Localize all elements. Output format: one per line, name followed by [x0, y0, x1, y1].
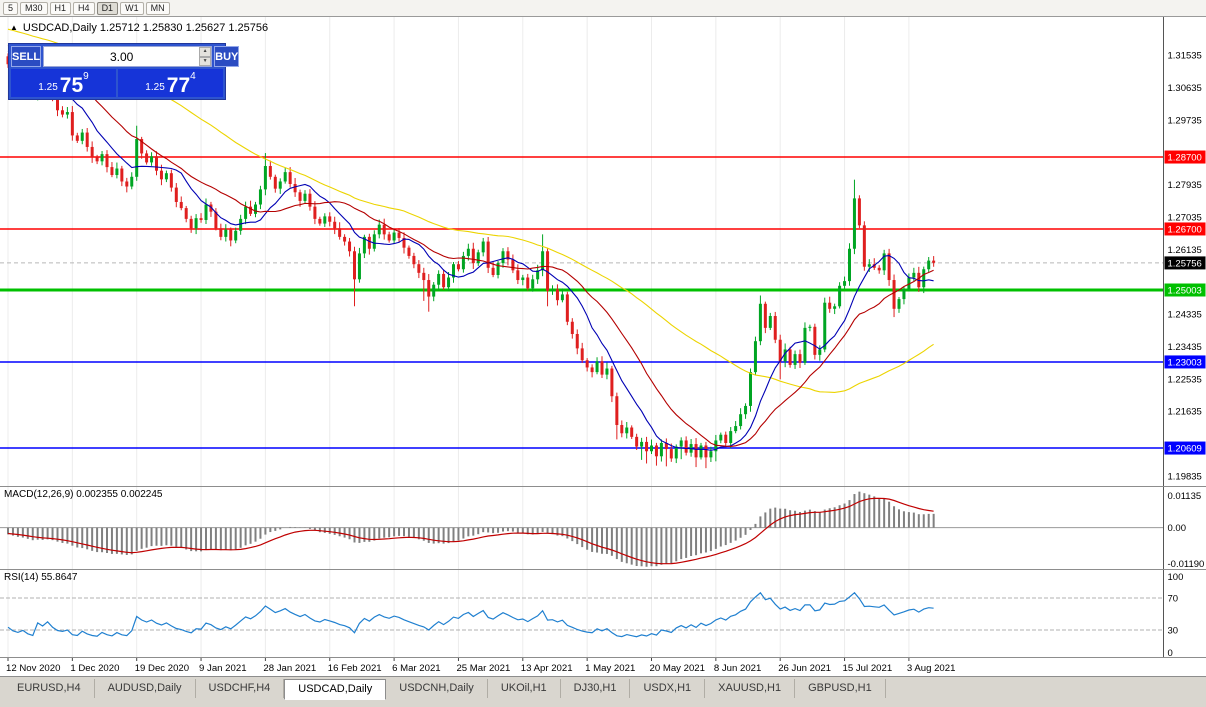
svg-text:13 Apr 2021: 13 Apr 2021 — [521, 663, 573, 674]
timeframe-button-mn[interactable]: MN — [145, 1, 170, 15]
svg-text:15 Jul 2021: 15 Jul 2021 — [843, 663, 893, 674]
volume-increase-button[interactable]: ▲ — [199, 47, 212, 57]
svg-text:1.24335: 1.24335 — [1168, 310, 1202, 321]
macd-pane: 0.01135 0.00 -0.01190 MACD(12,26,9) 0.0023… — [0, 487, 1206, 570]
svg-text:28 Jan 2021: 28 Jan 2021 — [263, 663, 316, 674]
svg-text:1.25003: 1.25003 — [1168, 286, 1202, 297]
svg-text:1.29735: 1.29735 — [1168, 115, 1202, 126]
svg-text:1.22535: 1.22535 — [1168, 374, 1202, 385]
timeframe-button-5[interactable]: 5 — [3, 1, 19, 15]
svg-text:9 Jan 2021: 9 Jan 2021 — [199, 663, 246, 674]
svg-text:1.19835: 1.19835 — [1168, 471, 1202, 482]
buy-price-base: 1.25 — [145, 82, 165, 93]
volume-input[interactable] — [44, 47, 200, 66]
svg-text:16 Feb 2021: 16 Feb 2021 — [328, 663, 382, 674]
svg-text:1.23003: 1.23003 — [1168, 357, 1202, 368]
date-axis: 12 Nov 2020 1 Dec 2020 19 Dec 2020 9 Jan 20… — [0, 658, 1206, 676]
tab-dj30-h1[interactable]: DJ30,H1 — [560, 679, 631, 698]
rsi-pane: 100 70 30 0 RSI(14) 55.8647 — [0, 570, 1206, 658]
timeframe-button-d1[interactable]: D1 — [96, 1, 119, 15]
svg-text:1.27035: 1.27035 — [1168, 212, 1202, 223]
svg-text:20 May 2021: 20 May 2021 — [650, 663, 705, 674]
macd-title: MACD(12,26,9) 0.002355 0.002245 — [4, 489, 163, 500]
svg-text:1.27935: 1.27935 — [1168, 180, 1202, 191]
chart-header: ▲ USDCAD,Daily 1.25712 1.25830 1.25627 1… — [10, 22, 268, 34]
svg-text:1.26700: 1.26700 — [1168, 224, 1202, 235]
buy-price-big: 77 — [166, 74, 191, 98]
price-chart-pane: 1.31535 1.30635 1.29735 1.27935 1.27035 1.261… — [0, 17, 1206, 487]
volume-control: ▲ ▼ — [43, 46, 213, 67]
timeframe-button-h1[interactable]: H1 — [49, 1, 72, 15]
date-axis-canvas: 12 Nov 2020 1 Dec 2020 19 Dec 2020 9 Jan 20… — [0, 658, 1206, 676]
svg-text:1 Dec 2020: 1 Dec 2020 — [70, 663, 119, 674]
svg-text:1.30635: 1.30635 — [1168, 83, 1202, 94]
timeframe-button-h4[interactable]: H4 — [73, 1, 95, 15]
volume-decrease-button[interactable]: ▼ — [199, 56, 212, 66]
svg-text:26 Jun 2021: 26 Jun 2021 — [778, 663, 831, 674]
rsi-title: RSI(14) 55.8647 — [4, 572, 78, 583]
svg-text:1.20609: 1.20609 — [1168, 444, 1202, 455]
svg-text:1.26135: 1.26135 — [1168, 245, 1202, 256]
tab-xauusd-h1[interactable]: XAUUSD,H1 — [705, 679, 796, 698]
main-chart-canvas[interactable]: 1.31535 1.30635 1.29735 1.27935 1.27035 1.261… — [0, 17, 1206, 487]
svg-text:1.28700: 1.28700 — [1168, 153, 1202, 164]
svg-text:12 Nov 2020: 12 Nov 2020 — [6, 663, 60, 674]
svg-text:1 May 2021: 1 May 2021 — [585, 663, 635, 674]
timeframe-button-w1[interactable]: W1 — [120, 1, 144, 15]
svg-text:6 Mar 2021: 6 Mar 2021 — [392, 663, 441, 674]
tab-eurusd-h4[interactable]: EURUSD,H4 — [4, 679, 95, 698]
one-click-collapse-icon[interactable]: ▲ — [10, 23, 18, 32]
svg-text:1.31535: 1.31535 — [1168, 51, 1202, 62]
sell-button[interactable]: SELL — [11, 46, 42, 67]
timeframe-toolbar: 5 M30 H1 H4 D1 W1 MN — [0, 0, 1206, 17]
tab-usdcnh-daily[interactable]: USDCNH,Daily — [386, 679, 488, 698]
sell-price-big: 75 — [59, 74, 84, 98]
svg-text:25 Mar 2021: 25 Mar 2021 — [456, 663, 510, 674]
macd-canvas[interactable]: 0.01135 0.00 -0.01190 — [0, 487, 1206, 570]
svg-text:1.23435: 1.23435 — [1168, 342, 1202, 353]
rsi-canvas[interactable]: 100 70 30 0 — [0, 570, 1206, 658]
svg-text:100: 100 — [1168, 572, 1184, 583]
svg-text:1.21635: 1.21635 — [1168, 407, 1202, 418]
svg-text:0: 0 — [1168, 648, 1173, 658]
svg-text:-0.01190: -0.01190 — [1168, 559, 1205, 570]
buy-price-display[interactable]: 1.25 77 4 — [118, 69, 223, 97]
svg-text:70: 70 — [1168, 594, 1179, 605]
tab-usdcad-daily[interactable]: USDCAD,Daily — [284, 679, 387, 700]
svg-text:19 Dec 2020: 19 Dec 2020 — [135, 663, 189, 674]
svg-text:0.01135: 0.01135 — [1168, 491, 1202, 502]
sell-price-base: 1.25 — [38, 82, 58, 93]
timeframe-button-m30[interactable]: M30 — [20, 1, 48, 15]
tab-audusd-daily[interactable]: AUDUSD,Daily — [94, 679, 196, 698]
chart-title: USDCAD,Daily 1.25712 1.25830 1.25627 1.2… — [22, 22, 269, 34]
tab-gbpusd-h1[interactable]: GBPUSD,H1 — [795, 679, 886, 698]
tab-usdx-h1[interactable]: USDX,H1 — [630, 679, 706, 698]
svg-text:1.25756: 1.25756 — [1168, 258, 1202, 269]
chart-tab-bar: EURUSD,H4 AUDUSD,Daily USDCHF,H4 USDCAD,Dai… — [0, 676, 1206, 707]
svg-text:8 Jun 2021: 8 Jun 2021 — [714, 663, 761, 674]
svg-text:30: 30 — [1168, 626, 1179, 637]
sell-price-sup: 9 — [83, 71, 89, 82]
buy-price-sup: 4 — [190, 71, 196, 82]
svg-text:3 Aug 2021: 3 Aug 2021 — [907, 663, 956, 674]
buy-button[interactable]: BUY — [214, 46, 240, 67]
tab-usdchf-h4[interactable]: USDCHF,H4 — [195, 679, 285, 698]
svg-text:0.00: 0.00 — [1168, 523, 1187, 534]
sell-price-display[interactable]: 1.25 75 9 — [11, 69, 116, 97]
tab-ukoil-h1[interactable]: UKOil,H1 — [487, 679, 561, 698]
